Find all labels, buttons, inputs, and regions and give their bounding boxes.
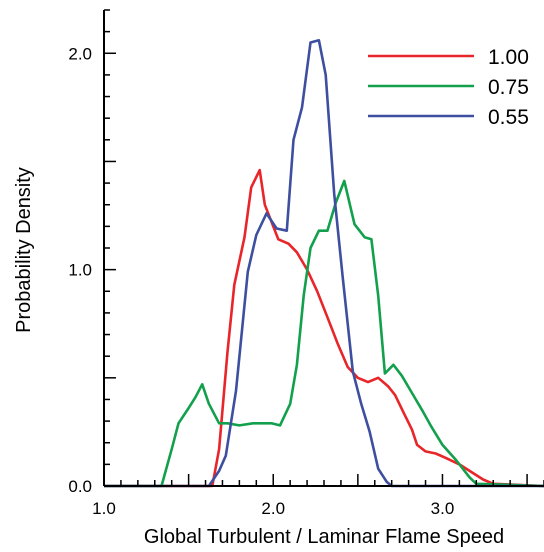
legend-label-2: 0.55 <box>488 106 529 129</box>
series-line-0 <box>104 168 544 488</box>
legend: 1.00 0.75 0.55 <box>368 46 529 129</box>
x-axis-title: Global Turbulent / Laminar Flame Speed <box>144 526 504 548</box>
y-tick-label: 2.0 <box>68 44 92 63</box>
axes <box>103 10 544 487</box>
legend-label-1: 0.75 <box>488 76 529 99</box>
y-axis-title: Probability Density <box>13 167 35 333</box>
x-tick-label: 3.0 <box>431 499 455 518</box>
series-line-2 <box>104 39 544 488</box>
x-tick-label: 1.0 <box>92 499 116 518</box>
y-tick-label: 1.0 <box>68 261 92 280</box>
plot-lines <box>104 39 544 488</box>
y-tick-label: 0.0 <box>68 477 92 496</box>
series-line-1 <box>104 179 544 488</box>
x-tick-label: 2.0 <box>261 499 285 518</box>
legend-label-0: 1.00 <box>488 46 529 69</box>
ticks: 1.0 2.0 3.00.01.02.0 <box>68 9 544 518</box>
